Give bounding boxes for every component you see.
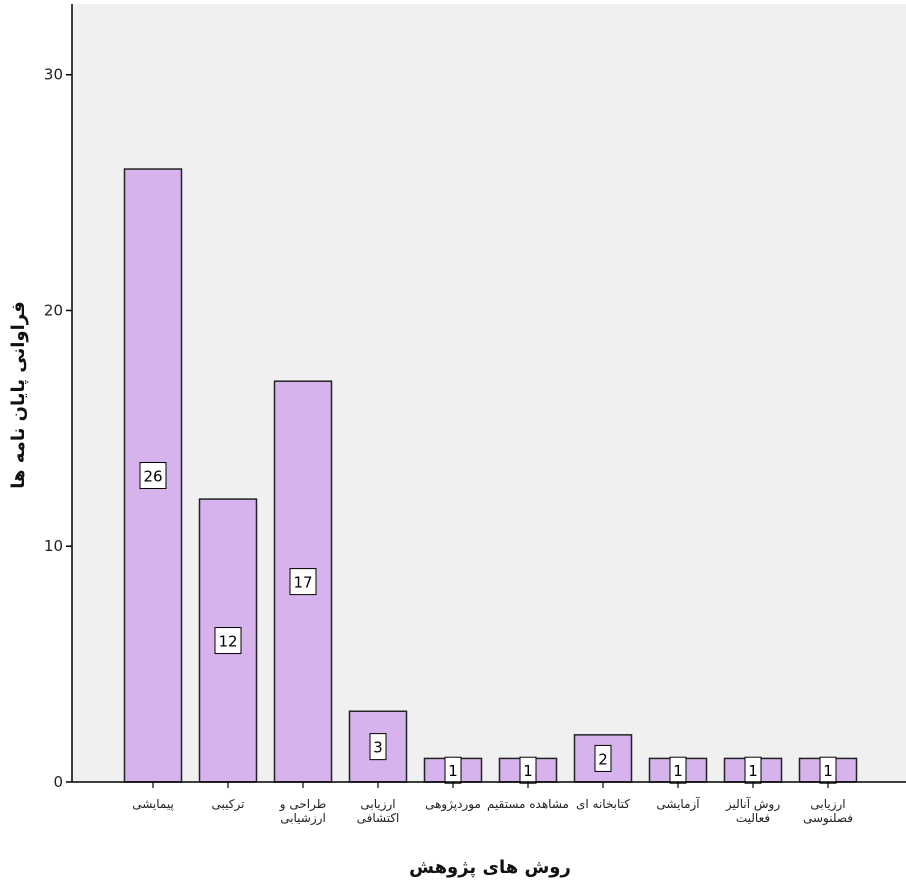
y-tick-label: 10 xyxy=(44,537,63,555)
bar-value-box xyxy=(139,462,167,490)
bar-value-box xyxy=(369,733,387,761)
bar-value-label: 12 xyxy=(218,633,237,651)
x-tick-label: طراحی و ارزشیابی xyxy=(279,797,327,826)
x-tick-label: ارزیابی فصلنوسی xyxy=(803,797,853,826)
x-tick-label: مشاهده مستقیم xyxy=(487,797,569,811)
bar-value-label: 17 xyxy=(293,574,312,592)
bar-value-label: 1 xyxy=(448,762,458,780)
bar-value-label: 1 xyxy=(748,762,758,780)
bar-value-box xyxy=(594,744,612,772)
x-tick-label: روش آنالیز فعالیت xyxy=(725,796,780,825)
bar-value-label: 1 xyxy=(673,762,683,780)
x-tick-label: موردپژوهی xyxy=(425,797,481,812)
plot-area xyxy=(72,4,906,782)
y-tick-label: 20 xyxy=(44,301,63,319)
x-tick-label: ترکیبی xyxy=(212,797,245,812)
y-tick-label: 30 xyxy=(44,66,63,84)
x-tick-label: کتابخانه ای xyxy=(576,797,630,811)
y-axis-title: فراوانی پایان نامه ها xyxy=(8,301,29,489)
bar-value-label: 3 xyxy=(373,739,383,757)
bar xyxy=(273,380,333,783)
axes: 0 10 20 30 پیمایشی ترکیبی طراحی و ارزشیابی ارزیا… xyxy=(44,4,906,826)
x-tick-label: ارزیابی اکتشافی xyxy=(357,797,400,825)
x-axis-title: روش های پژوهش xyxy=(409,857,571,878)
bar-value-label: 1 xyxy=(523,762,533,780)
bar-value-label: 26 xyxy=(143,468,162,486)
x-tick-label: آزمایشی xyxy=(656,796,700,812)
bar-value-label: 1 xyxy=(823,762,833,780)
y-tick-label: 0 xyxy=(53,773,63,791)
bar-value-label: 2 xyxy=(598,750,608,768)
x-tick-label: پیمایشی xyxy=(132,797,174,811)
bar-value-box xyxy=(289,568,317,596)
bar-value-box xyxy=(214,627,242,655)
